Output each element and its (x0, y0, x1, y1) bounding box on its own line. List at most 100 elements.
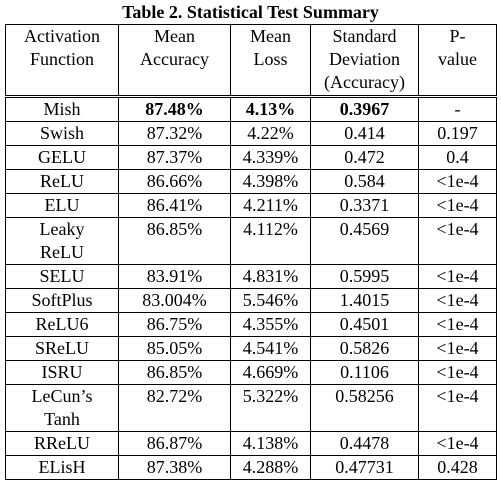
cell-text: 4.355% (242, 314, 299, 334)
table-row: Mish 87.48% 4.13% 0.3967 - (5, 96, 497, 122)
cell-text: 0.197 (437, 123, 478, 143)
value-cell: 1.4015 (310, 288, 419, 313)
value-cell: 86.41% (118, 193, 231, 218)
value-cell: 86.85% (118, 360, 231, 385)
value-cell: 4.541% (230, 336, 311, 361)
cell-text: <1e-4 (436, 266, 479, 286)
activation-name: Leaky ReLU (5, 217, 119, 265)
table-body: Mish 87.48% 4.13% 0.3967 - Swish 87.32% 4.22% 0.… (5, 96, 497, 480)
header-cell: Standard Deviation (Accuracy) (310, 24, 419, 98)
value-cell: <1e-4 (418, 264, 497, 289)
cell-text: 0.4 (446, 147, 469, 167)
value-cell: <1e-4 (418, 431, 497, 456)
cell-text: Mish (43, 99, 81, 119)
cell-text: SoftPlus (31, 290, 93, 310)
cell-text: 87.48% (145, 99, 204, 119)
value-cell: <1e-4 (418, 336, 497, 361)
value-cell: 0.4478 (310, 431, 419, 456)
cell-text: ELU (44, 195, 80, 215)
value-cell: 5.546% (230, 288, 311, 313)
value-cell: 0.4 (418, 145, 497, 170)
cell-text: SReLU (35, 338, 89, 358)
table-row: SELU 83.91% 4.831% 0.5995 <1e-4 (5, 264, 497, 289)
value-cell: 0.1106 (310, 360, 419, 385)
value-cell: 4.288% (230, 455, 311, 480)
cell-text: SELU (39, 266, 85, 286)
header-row: Activation Function Mean Accuracy Mean Los… (5, 24, 497, 98)
cell-text: <1e-4 (436, 433, 479, 453)
cell-text: 87.38% (146, 457, 203, 477)
table-row: ELU 86.41% 4.211% 0.3371 <1e-4 (5, 193, 497, 218)
cell-text: 86.66% (146, 171, 203, 191)
value-cell: <1e-4 (418, 360, 497, 385)
value-cell: 0.428 (418, 455, 497, 480)
cell-text: 4.398% (242, 171, 299, 191)
table-row: Leaky ReLU 86.85% 4.112% 0.4569 <1e-4 (5, 217, 497, 265)
value-cell: 4.355% (230, 312, 311, 337)
table-row: ReLU6 86.75% 4.355% 0.4501 <1e-4 (5, 312, 497, 337)
cell-text: 4.138% (242, 433, 299, 453)
table-row: SoftPlus 83.004% 5.546% 1.4015 <1e-4 (5, 288, 497, 313)
value-cell: 0.5995 (310, 264, 419, 289)
value-cell: <1e-4 (418, 384, 497, 432)
value-cell: 0.414 (310, 121, 419, 146)
cell-text: 1.4015 (339, 290, 390, 310)
cell-text: 86.41% (146, 195, 203, 215)
cell-text: 4.13% (245, 99, 296, 119)
table-title: Table 2. Statistical Test Summary (122, 2, 379, 22)
cell-text: 83.91% (146, 266, 203, 286)
value-cell: 87.38% (118, 455, 231, 480)
value-cell: <1e-4 (418, 312, 497, 337)
cell-text: <1e-4 (436, 386, 479, 406)
cell-text: 0.58256 (335, 386, 394, 406)
value-cell: - (418, 96, 497, 122)
cell-text: 4.541% (242, 338, 299, 358)
cell-text: ReLU6 (35, 314, 89, 334)
cell-text: 86.85% (146, 362, 203, 382)
summary-table: Activation Function Mean Accuracy Mean Los… (5, 24, 497, 480)
value-cell: 4.13% (230, 96, 311, 122)
value-cell: 0.197 (418, 121, 497, 146)
table-row: ISRU 86.85% 4.669% 0.1106 <1e-4 (5, 360, 497, 385)
cell-text: 0.414 (344, 123, 385, 143)
cell-text: 0.3371 (339, 195, 390, 215)
cell-text: 0.472 (344, 147, 385, 167)
activation-name: ReLU (5, 169, 119, 194)
cell-text: 0.47731 (335, 457, 394, 477)
cell-text: ISRU (41, 362, 83, 382)
value-cell: 86.75% (118, 312, 231, 337)
value-cell: 0.472 (310, 145, 419, 170)
header-text: Mean Accuracy (140, 26, 209, 69)
cell-text: 86.75% (146, 314, 203, 334)
table-row: Swish 87.32% 4.22% 0.414 0.197 (5, 121, 497, 146)
cell-text: 5.546% (242, 290, 299, 310)
value-cell: 0.3967 (310, 96, 419, 122)
value-cell: 0.3371 (310, 193, 419, 218)
header-text: Activation Function (24, 26, 100, 69)
cell-text: 0.584 (344, 171, 385, 191)
cell-text: 0.1106 (340, 362, 389, 382)
cell-text: RReLU (34, 433, 90, 453)
cell-text: <1e-4 (436, 219, 479, 239)
activation-name: LeCun’s Tanh (5, 384, 119, 432)
cell-text: 4.22% (247, 123, 294, 143)
activation-name: RReLU (5, 431, 119, 456)
activation-name: SReLU (5, 336, 119, 361)
cell-text: 87.37% (146, 147, 203, 167)
cell-text: 0.3967 (339, 99, 390, 119)
cell-text: 4.288% (242, 457, 299, 477)
value-cell: 85.05% (118, 336, 231, 361)
value-cell: 4.831% (230, 264, 311, 289)
value-cell: 0.47731 (310, 455, 419, 480)
cell-text: Leaky ReLU (39, 219, 85, 262)
value-cell: 86.85% (118, 217, 231, 265)
cell-text: - (454, 99, 461, 119)
cell-text: 86.87% (146, 433, 203, 453)
cell-text: 4.669% (242, 362, 299, 382)
activation-name: SELU (5, 264, 119, 289)
value-cell: <1e-4 (418, 288, 497, 313)
cell-text: <1e-4 (436, 195, 479, 215)
cell-text: Swish (39, 123, 84, 143)
cell-text: LeCun’s Tanh (31, 386, 93, 429)
cell-text: 0.5995 (339, 266, 390, 286)
